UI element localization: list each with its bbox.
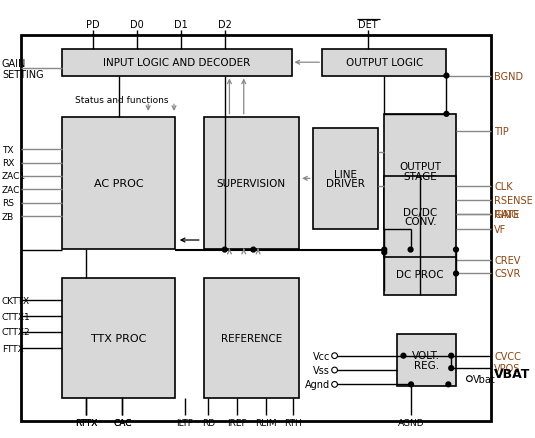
Circle shape: [409, 382, 414, 387]
Text: CLK: CLK: [494, 181, 513, 191]
Text: TIP: TIP: [494, 127, 509, 137]
Circle shape: [332, 381, 338, 387]
Bar: [62, 279, 175, 398]
Circle shape: [408, 247, 413, 252]
Text: OUTPUT LOGIC: OUTPUT LOGIC: [346, 58, 423, 68]
Text: INPUT LOGIC AND DECODER: INPUT LOGIC AND DECODER: [103, 58, 250, 68]
Text: DRIVER: DRIVER: [326, 179, 364, 189]
Circle shape: [222, 247, 227, 252]
Circle shape: [454, 272, 458, 276]
Text: ILTF: ILTF: [176, 418, 193, 427]
Text: SETTING: SETTING: [2, 70, 43, 79]
Text: RLIM: RLIM: [255, 418, 277, 427]
Circle shape: [449, 366, 454, 371]
Text: VBAT: VBAT: [494, 367, 531, 381]
Text: D2: D2: [218, 20, 232, 30]
Text: D1: D1: [174, 20, 188, 30]
Text: RING: RING: [494, 210, 519, 220]
Text: GATE: GATE: [494, 210, 519, 220]
Bar: [204, 117, 299, 249]
Circle shape: [382, 251, 387, 255]
Text: ZB: ZB: [2, 212, 14, 221]
Text: CAC: CAC: [113, 418, 132, 427]
Circle shape: [382, 247, 387, 252]
Text: IREF: IREF: [227, 418, 247, 427]
Text: CONV.: CONV.: [404, 217, 437, 227]
Text: AGND: AGND: [398, 418, 424, 427]
Text: TTX PROC: TTX PROC: [91, 333, 146, 343]
Text: ZAC: ZAC: [2, 185, 20, 194]
Text: RTTX: RTTX: [75, 418, 97, 427]
Text: RTH: RTH: [285, 418, 302, 427]
Bar: [312, 129, 378, 229]
Bar: [384, 177, 456, 258]
Circle shape: [444, 112, 449, 117]
Circle shape: [332, 367, 338, 373]
Text: PD: PD: [86, 20, 100, 30]
Text: VOLT.: VOLT.: [412, 350, 440, 360]
Text: RSENSE: RSENSE: [494, 195, 533, 205]
Bar: [384, 253, 456, 296]
Text: CREV: CREV: [494, 255, 521, 265]
Text: CVCC: CVCC: [494, 351, 521, 361]
Circle shape: [454, 247, 458, 252]
Bar: [204, 279, 299, 398]
Text: Vcc: Vcc: [312, 351, 330, 361]
Text: CSVR: CSVR: [494, 269, 521, 279]
Text: CKTTX: CKTTX: [2, 296, 30, 305]
Bar: [322, 49, 446, 76]
Text: VF: VF: [494, 224, 507, 234]
Text: REG.: REG.: [414, 360, 439, 370]
Text: DC PROC: DC PROC: [396, 269, 444, 279]
Text: OUTPUT: OUTPUT: [399, 162, 441, 172]
Text: DET: DET: [358, 20, 378, 30]
Text: GAIN: GAIN: [2, 59, 26, 69]
Text: RS: RS: [2, 199, 14, 208]
Text: REFERENCE: REFERENCE: [221, 333, 282, 343]
Text: Status and functions: Status and functions: [74, 96, 168, 105]
Text: CTTX2: CTTX2: [2, 328, 30, 336]
Text: LINE: LINE: [334, 169, 357, 179]
Circle shape: [467, 376, 472, 381]
Text: RD: RD: [202, 418, 215, 427]
Text: Vbat: Vbat: [473, 374, 496, 384]
Text: RX: RX: [2, 159, 14, 168]
Text: AC PROC: AC PROC: [94, 178, 143, 188]
Text: STAGE: STAGE: [403, 172, 437, 182]
Text: CAC: CAC: [113, 418, 132, 427]
Text: ZAC1: ZAC1: [2, 172, 26, 181]
Text: RTTX: RTTX: [75, 418, 97, 427]
Text: SUPERVISION: SUPERVISION: [217, 178, 286, 188]
Circle shape: [446, 382, 451, 387]
Text: Agnd: Agnd: [305, 379, 330, 389]
Circle shape: [449, 353, 454, 358]
Circle shape: [332, 353, 338, 359]
Bar: [62, 49, 292, 76]
Text: D0: D0: [130, 20, 143, 30]
Text: DC/DC: DC/DC: [403, 207, 437, 217]
Circle shape: [401, 353, 406, 358]
Text: CTTX1: CTTX1: [2, 312, 30, 321]
Text: FTTX: FTTX: [2, 344, 24, 353]
Circle shape: [444, 74, 449, 79]
Bar: [384, 115, 456, 229]
Text: BGND: BGND: [494, 71, 523, 81]
Circle shape: [251, 247, 256, 252]
Bar: [62, 117, 175, 249]
Text: TX: TX: [2, 145, 13, 154]
Bar: [397, 334, 456, 386]
Text: Vss: Vss: [313, 365, 330, 375]
Text: VPOS: VPOS: [494, 363, 521, 373]
